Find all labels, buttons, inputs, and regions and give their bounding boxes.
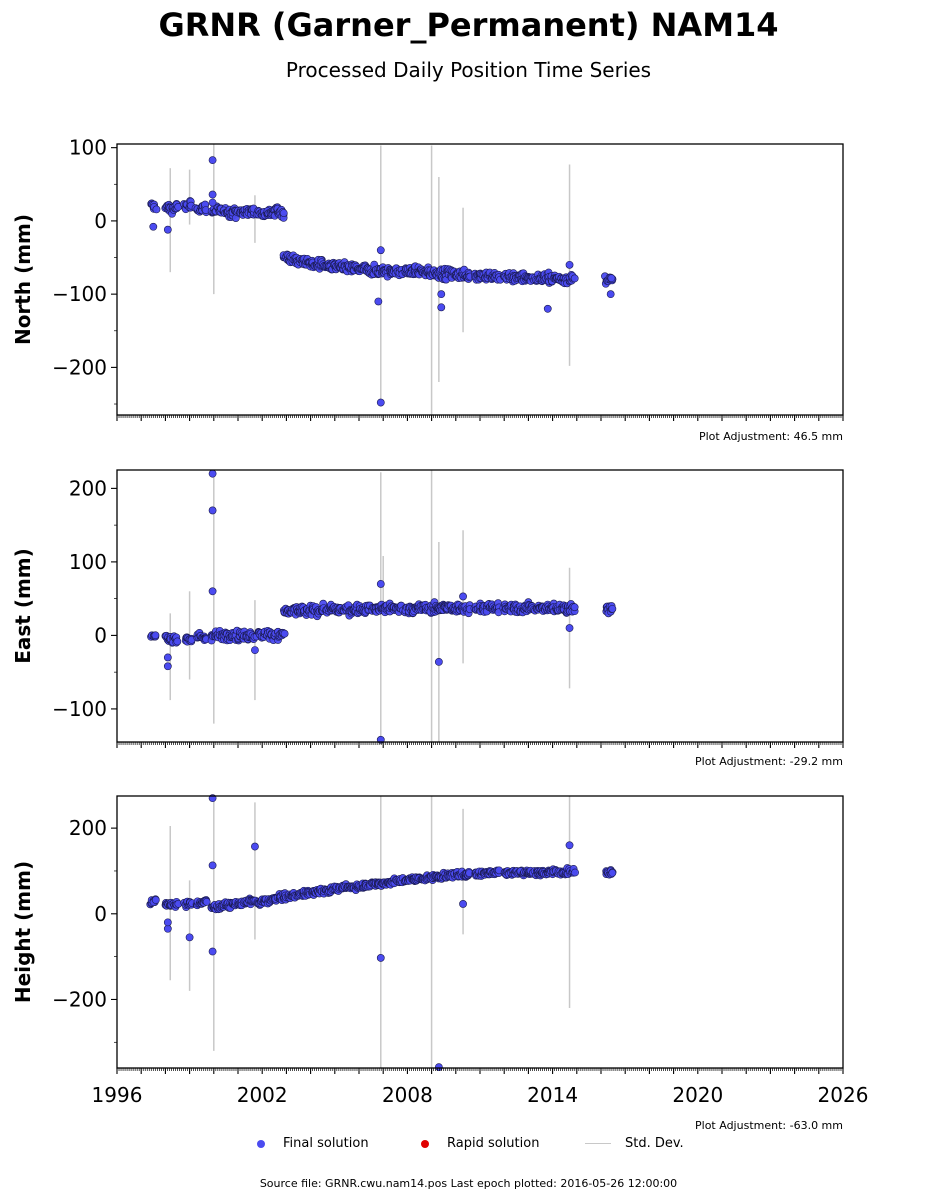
north-y-tick-label: −200 bbox=[52, 355, 107, 379]
chart-subtitle: Processed Daily Position Time Series bbox=[285, 58, 652, 82]
north-point bbox=[570, 274, 579, 283]
east-y-tick-label: −100 bbox=[52, 697, 107, 721]
north-point bbox=[376, 246, 385, 255]
height-point bbox=[208, 861, 217, 870]
height-plot-frame bbox=[116, 795, 844, 1069]
east-adjustment-label: Plot Adjustment: -29.2 mm bbox=[695, 755, 843, 768]
height-point bbox=[251, 842, 259, 851]
east-point bbox=[208, 469, 217, 478]
legend-item-final: Final solution bbox=[257, 1136, 369, 1151]
legend-final-label: Final solution bbox=[283, 1136, 369, 1151]
north-y-axis-label: North (mm) bbox=[11, 214, 35, 345]
height-point bbox=[434, 1063, 443, 1072]
height-point bbox=[151, 896, 160, 904]
legend-stddev-label: Std. Dev. bbox=[625, 1136, 684, 1151]
chart-title: GRNR (Garner_Permanent) NAM14 bbox=[158, 6, 779, 44]
east-y-tick-label: 200 bbox=[69, 476, 107, 500]
east-point bbox=[208, 506, 217, 515]
rapid-marker-icon bbox=[421, 1139, 429, 1148]
x-tick-label: 2020 bbox=[672, 1083, 723, 1107]
height-point bbox=[376, 954, 385, 962]
east-point bbox=[208, 587, 217, 596]
x-tick-label: 2026 bbox=[818, 1083, 869, 1107]
height-point bbox=[608, 869, 617, 877]
x-tick-label: 2008 bbox=[382, 1083, 433, 1107]
north-y-tick-label: 0 bbox=[94, 209, 107, 233]
height-point bbox=[208, 947, 217, 956]
north-point bbox=[437, 303, 446, 312]
north-point bbox=[279, 209, 288, 217]
east-point bbox=[251, 646, 259, 655]
north-point bbox=[163, 225, 172, 234]
height-point bbox=[459, 900, 467, 908]
north-point bbox=[437, 290, 446, 299]
height-y-tick-label: −200 bbox=[52, 987, 107, 1011]
east-point bbox=[434, 657, 443, 666]
height-point bbox=[565, 841, 574, 850]
north-point bbox=[606, 290, 615, 299]
north-point bbox=[149, 222, 158, 231]
height-point bbox=[163, 918, 172, 927]
height-point bbox=[202, 897, 211, 906]
x-tick-label: 2002 bbox=[237, 1083, 288, 1107]
east-point bbox=[173, 637, 182, 646]
east-point bbox=[163, 653, 172, 662]
north-point bbox=[607, 274, 616, 283]
north-point bbox=[152, 205, 161, 214]
final-marker-icon bbox=[257, 1139, 265, 1148]
east-point bbox=[570, 603, 579, 612]
north-point bbox=[374, 297, 383, 306]
source-footer: Source file: GRNR.cwu.nam14.pos Last epo… bbox=[259, 1177, 678, 1190]
north-point bbox=[208, 198, 217, 207]
east-point bbox=[565, 624, 574, 632]
height-point bbox=[163, 924, 172, 933]
east-point bbox=[151, 631, 160, 640]
east-point bbox=[459, 592, 467, 601]
east-point bbox=[280, 629, 289, 638]
east-y-tick-label: 0 bbox=[94, 623, 107, 647]
legend-rapid-label: Rapid solution bbox=[447, 1136, 540, 1151]
height-y-axis-label: Height (mm) bbox=[11, 861, 35, 1003]
legend-item-stddev: Std. Dev. bbox=[585, 1136, 684, 1151]
east-y-axis-label: East (mm) bbox=[11, 548, 35, 664]
stddev-line-icon bbox=[585, 1143, 611, 1144]
height-point bbox=[571, 868, 579, 877]
north-adjustment-label: Plot Adjustment: 46.5 mm bbox=[698, 430, 843, 443]
height-point bbox=[185, 933, 194, 942]
north-point bbox=[208, 156, 217, 165]
north-point bbox=[376, 398, 385, 407]
east-point bbox=[376, 580, 385, 588]
x-tick-label: 1996 bbox=[92, 1083, 143, 1107]
north-point bbox=[543, 304, 552, 313]
height-adjustment-label: Plot Adjustment: -63.0 mm bbox=[695, 1119, 843, 1132]
legend: Final solution Rapid solution Std. Dev. bbox=[0, 1136, 937, 1158]
x-tick-label: 2014 bbox=[527, 1083, 578, 1107]
east-point bbox=[163, 662, 172, 671]
height-y-tick-label: 0 bbox=[94, 902, 107, 926]
north-point bbox=[208, 190, 217, 199]
height-y-tick-label: 200 bbox=[69, 816, 107, 840]
north-y-tick-label: 100 bbox=[69, 136, 107, 160]
legend-item-rapid: Rapid solution bbox=[421, 1136, 539, 1151]
east-y-tick-label: 100 bbox=[69, 550, 107, 574]
north-point bbox=[565, 260, 574, 269]
east-point bbox=[608, 604, 617, 613]
north-y-tick-label: −100 bbox=[52, 282, 107, 306]
